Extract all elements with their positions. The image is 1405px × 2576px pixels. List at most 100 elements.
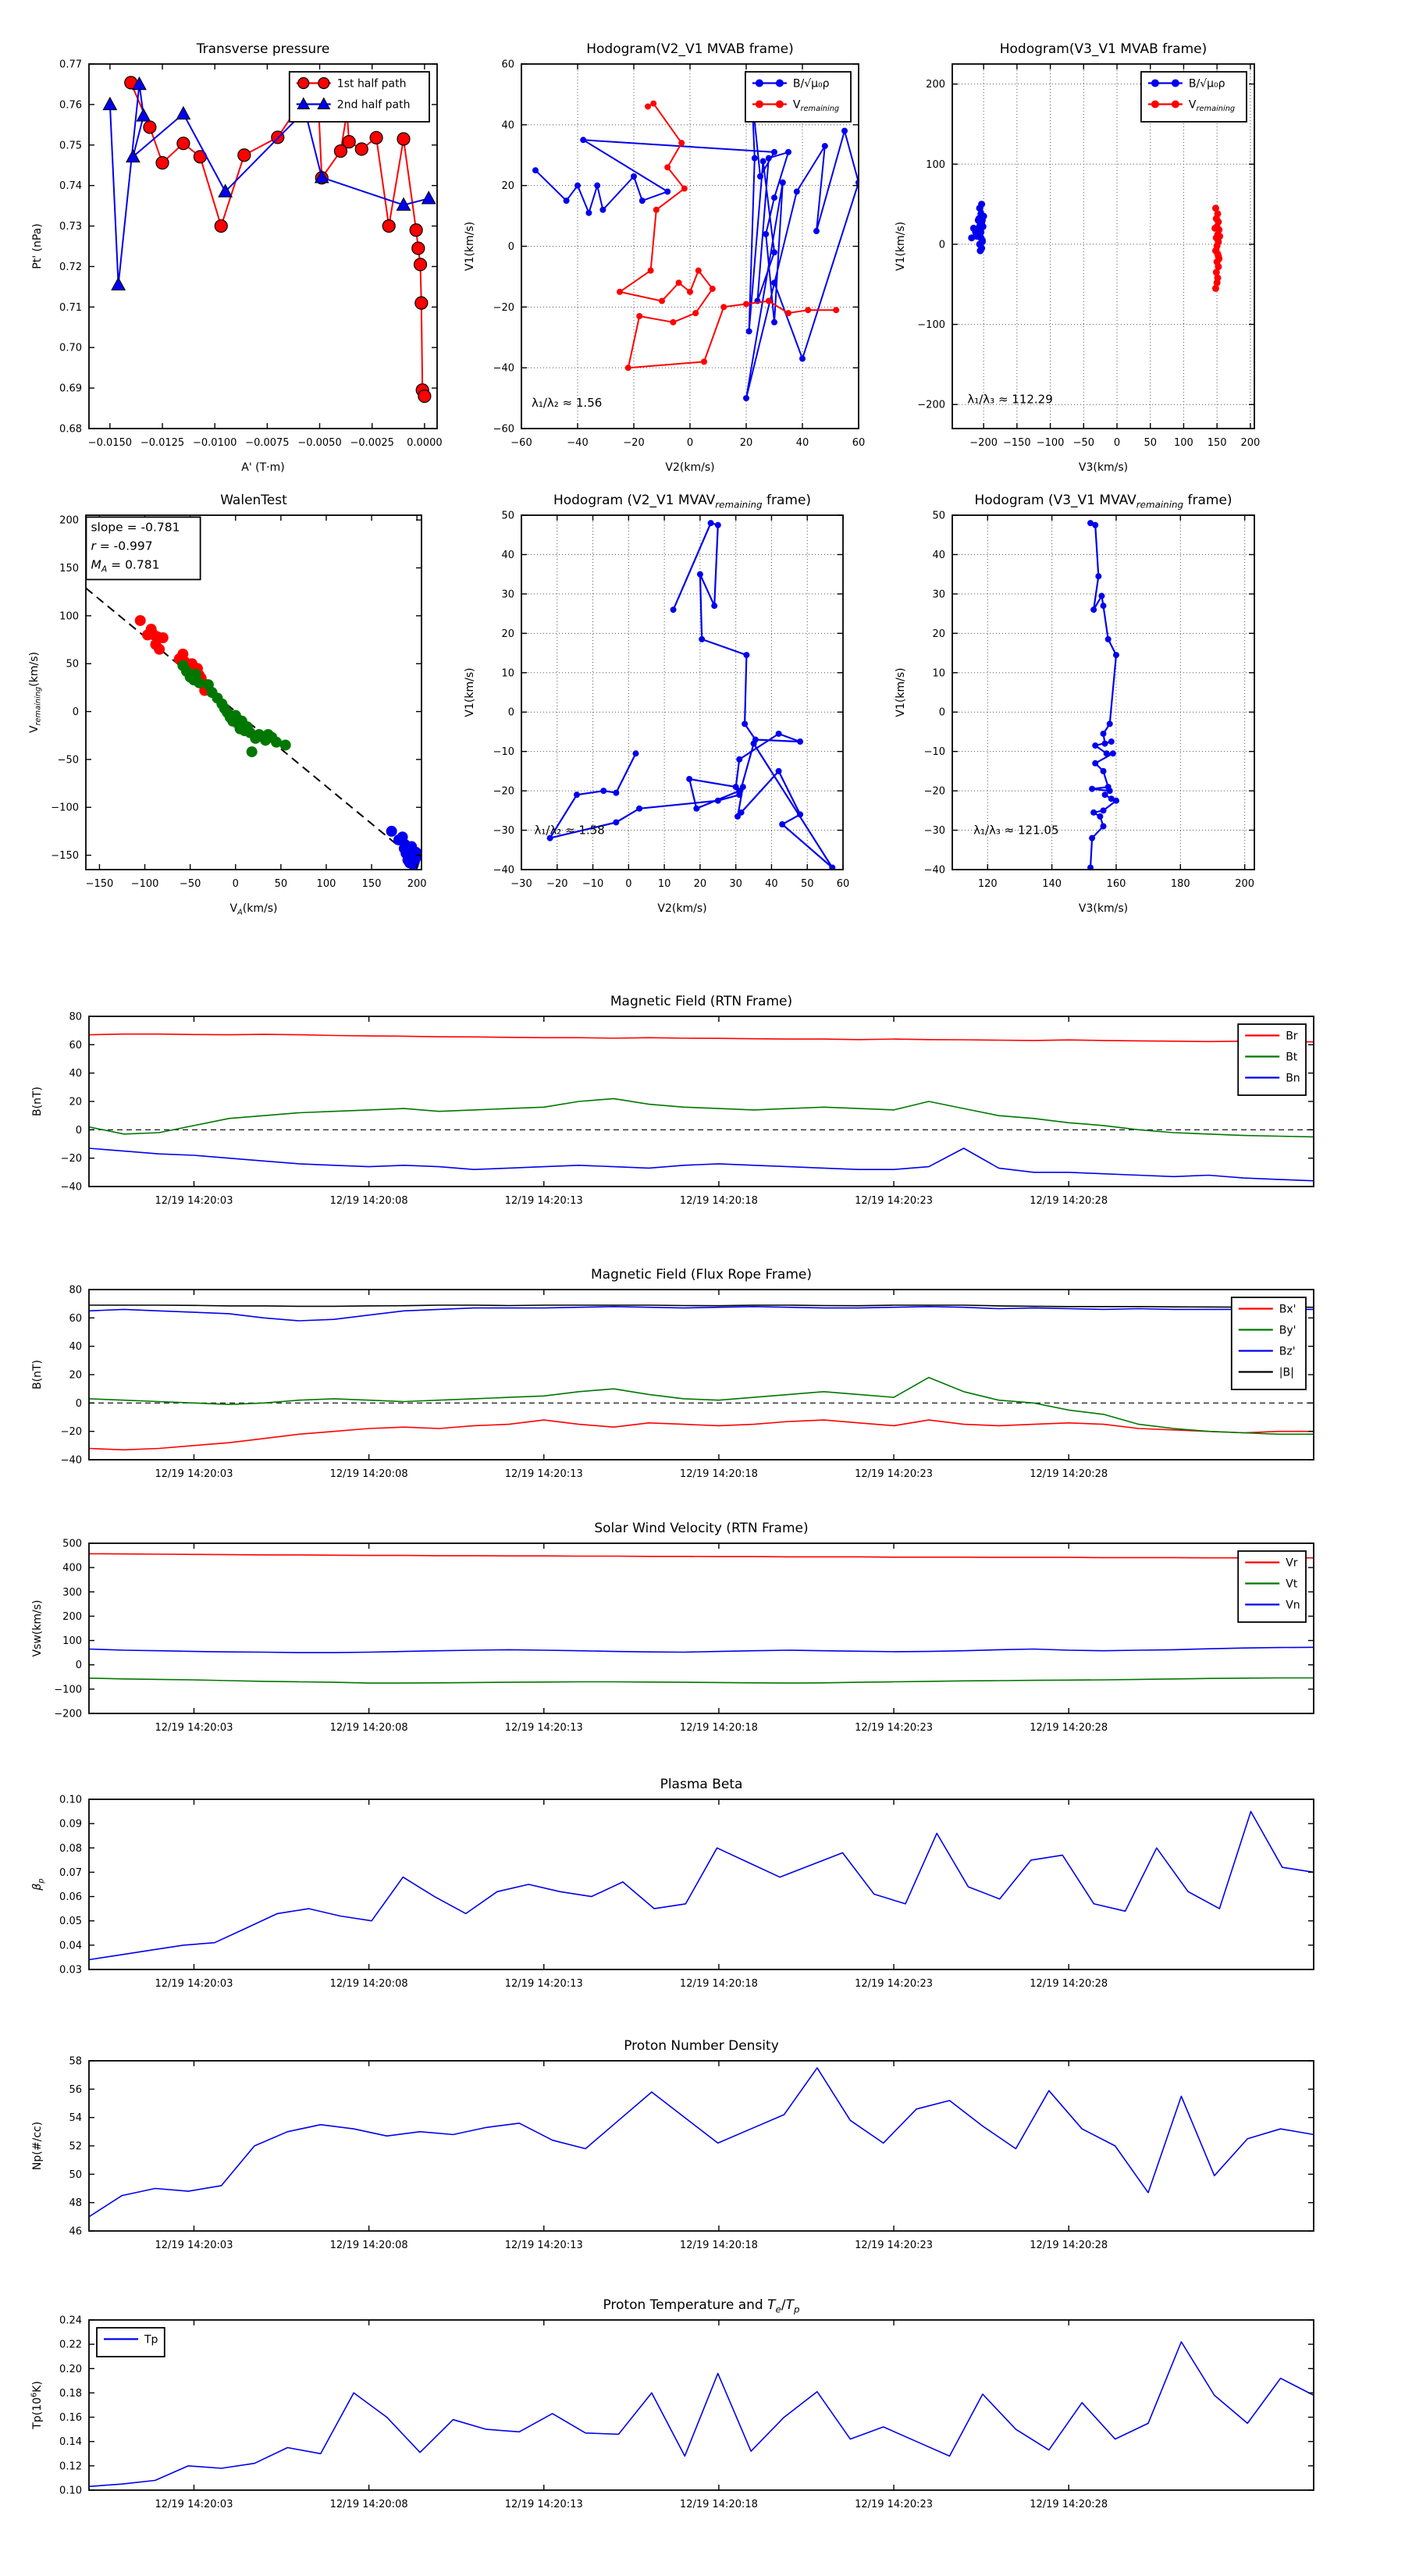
svg-text:40: 40 (796, 437, 809, 449)
svg-text:0.74: 0.74 (59, 180, 82, 192)
svg-text:12/19 14:20:08: 12/19 14:20:08 (330, 1195, 408, 1207)
svg-text:−50: −50 (58, 754, 79, 766)
svg-text:12/19 14:20:13: 12/19 14:20:13 (505, 2499, 583, 2510)
svg-text:20: 20 (501, 180, 514, 192)
svg-text:−40: −40 (567, 437, 588, 449)
svg-text:0: 0 (233, 878, 239, 890)
svg-text:52: 52 (69, 2141, 82, 2153)
svg-text:−20: −20 (924, 786, 945, 798)
svg-text:40: 40 (69, 1068, 82, 1080)
svg-text:|B|: |B| (1279, 1367, 1294, 1379)
svg-text:10: 10 (501, 667, 514, 679)
svg-text:40: 40 (501, 550, 514, 561)
svg-text:−60: −60 (493, 424, 514, 436)
svg-text:−100: −100 (51, 802, 79, 814)
svg-text:A' (T·m): A' (T·m) (241, 461, 284, 474)
svg-text:−150: −150 (1003, 437, 1031, 449)
svg-text:−100: −100 (131, 878, 159, 890)
svg-text:−20: −20 (493, 786, 514, 798)
svg-text:80: 80 (69, 1012, 82, 1023)
svg-text:30: 30 (729, 878, 742, 890)
svg-text:12/19 14:20:18: 12/19 14:20:18 (680, 1978, 758, 1990)
svg-text:200: 200 (62, 1611, 82, 1623)
svg-text:12/19 14:20:18: 12/19 14:20:18 (680, 1468, 758, 1480)
svg-text:−40: −40 (493, 865, 514, 877)
svg-text:−100: −100 (917, 319, 945, 331)
svg-text:V1(km/s): V1(km/s) (895, 222, 907, 271)
svg-text:120: 120 (978, 878, 998, 890)
svg-text:12/19 14:20:03: 12/19 14:20:03 (155, 2240, 233, 2251)
svg-text:100: 100 (317, 878, 336, 890)
svg-text:0: 0 (76, 1125, 82, 1137)
svg-text:40: 40 (501, 119, 514, 131)
svg-text:180: 180 (1171, 878, 1190, 890)
svg-text:60: 60 (69, 1313, 82, 1325)
svg-text:Vn: Vn (1286, 1599, 1300, 1612)
svg-text:0.71: 0.71 (59, 302, 82, 314)
svg-text:WalenTest: WalenTest (220, 493, 287, 508)
svg-text:−20: −20 (493, 302, 514, 314)
svg-text:−100: −100 (1037, 437, 1065, 449)
svg-text:30: 30 (932, 589, 945, 600)
svg-text:12/19 14:20:28: 12/19 14:20:28 (1030, 1722, 1108, 1734)
svg-text:60: 60 (852, 437, 866, 449)
svg-text:12/19 14:20:18: 12/19 14:20:18 (680, 2240, 758, 2251)
svg-text:200: 200 (59, 515, 79, 527)
svg-text:0.12: 0.12 (59, 2460, 82, 2472)
svg-text:0.22: 0.22 (59, 2339, 82, 2351)
svg-text:−0.0075: −0.0075 (245, 437, 289, 449)
svg-text:Vr: Vr (1286, 1557, 1298, 1570)
svg-text:−40: −40 (493, 363, 514, 375)
svg-text:150: 150 (59, 563, 79, 575)
svg-text:100: 100 (62, 1635, 82, 1647)
svg-text:48: 48 (69, 2197, 82, 2209)
svg-text:−0.0125: −0.0125 (140, 437, 184, 449)
svg-text:12/19 14:20:13: 12/19 14:20:13 (505, 1468, 583, 1480)
svg-text:−200: −200 (54, 1709, 82, 1720)
svg-text:0: 0 (76, 1398, 82, 1410)
svg-text:0: 0 (939, 239, 945, 251)
svg-text:Tp: Tp (144, 2334, 158, 2347)
svg-text:λ₁/λ₃ ≈ 121.05: λ₁/λ₃ ≈ 121.05 (973, 824, 1058, 838)
svg-text:12/19 14:20:28: 12/19 14:20:28 (1030, 2499, 1108, 2510)
svg-text:−20: −20 (61, 1426, 82, 1438)
svg-text:80: 80 (69, 1285, 82, 1297)
svg-text:50: 50 (801, 878, 814, 890)
svg-text:12/19 14:20:03: 12/19 14:20:03 (155, 1195, 233, 1207)
svg-text:0: 0 (76, 1660, 82, 1671)
svg-text:Vsw(km/s): Vsw(km/s) (31, 1599, 44, 1656)
svg-text:40: 40 (932, 550, 945, 561)
svg-text:−150: −150 (51, 850, 79, 862)
svg-text:12/19 14:20:13: 12/19 14:20:13 (505, 1978, 583, 1990)
svg-text:r = -0.997: r = -0.997 (91, 539, 152, 553)
svg-text:0.06: 0.06 (59, 1891, 82, 1903)
svg-text:Bt: Bt (1286, 1051, 1298, 1064)
svg-text:−200: −200 (969, 437, 998, 449)
svg-text:200: 200 (1240, 437, 1260, 449)
svg-text:−10: −10 (924, 746, 945, 758)
svg-text:30: 30 (501, 589, 514, 600)
svg-text:−10: −10 (493, 746, 514, 758)
svg-text:50: 50 (69, 2169, 82, 2181)
svg-text:20: 20 (501, 628, 514, 640)
svg-text:12/19 14:20:03: 12/19 14:20:03 (155, 1978, 233, 1990)
svg-text:0.73: 0.73 (59, 221, 82, 233)
svg-text:Magnetic Field (Flux Rope Fram: Magnetic Field (Flux Rope Frame) (591, 1267, 812, 1283)
svg-text:Proton Number Density: Proton Number Density (624, 2038, 779, 2054)
svg-text:0: 0 (939, 707, 945, 719)
svg-text:B/√μ₀ρ: B/√μ₀ρ (793, 78, 830, 91)
svg-text:12/19 14:20:28: 12/19 14:20:28 (1030, 1978, 1108, 1990)
svg-text:0.69: 0.69 (59, 383, 82, 395)
svg-text:12/19 14:20:08: 12/19 14:20:08 (330, 1722, 408, 1734)
svg-text:Transverse pressure: Transverse pressure (196, 41, 330, 57)
svg-text:0.18: 0.18 (59, 2388, 82, 2400)
svg-text:12/19 14:20:08: 12/19 14:20:08 (330, 2240, 408, 2251)
svg-text:12/19 14:20:23: 12/19 14:20:23 (855, 2499, 933, 2510)
svg-text:V1(km/s): V1(km/s) (895, 667, 907, 717)
